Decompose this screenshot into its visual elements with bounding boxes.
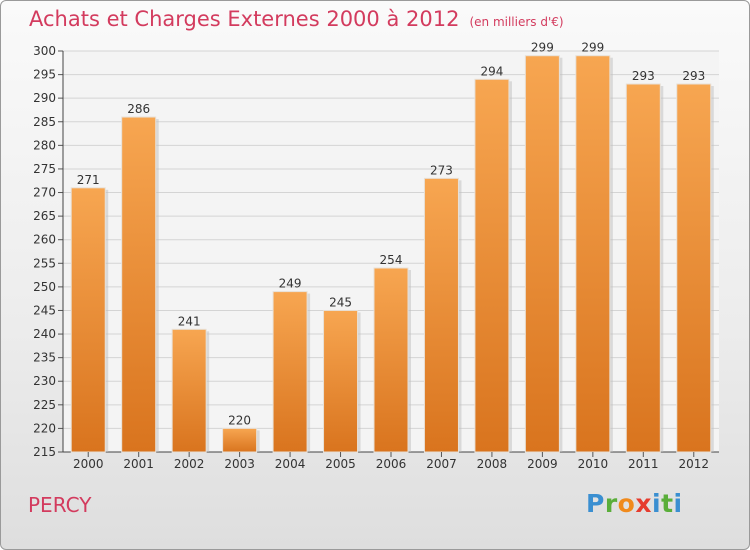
x-tick-label: 2010	[578, 457, 609, 471]
y-tick-label: 235	[33, 351, 56, 365]
x-tick-label: 2005	[325, 457, 356, 471]
logo-letter: x	[635, 489, 652, 518]
bar	[171, 328, 207, 453]
bar-value-label: 271	[77, 173, 100, 187]
bar	[625, 83, 661, 453]
bar-value-label: 299	[581, 41, 604, 55]
x-tick-label: 2009	[527, 457, 558, 471]
x-tick-label: 2008	[477, 457, 508, 471]
proxiti-logo: Proxiti	[586, 489, 683, 518]
y-tick-label: 285	[33, 115, 56, 129]
bar	[373, 267, 409, 453]
y-tick-label: 260	[33, 233, 56, 247]
bar-value-label: 293	[632, 69, 655, 83]
bar-value-label: 241	[178, 314, 201, 328]
bar	[121, 116, 157, 453]
logo-letter: P	[586, 489, 605, 518]
bar	[423, 177, 459, 453]
x-tick-label: 2007	[426, 457, 457, 471]
x-tick-label: 2011	[628, 457, 659, 471]
x-tick-label: 2001	[123, 457, 154, 471]
y-tick-label: 240	[33, 327, 56, 341]
bar	[323, 309, 359, 453]
y-tick-label: 290	[33, 91, 56, 105]
y-tick-label: 255	[33, 256, 56, 270]
chart-unit: (en milliers d'€)	[469, 15, 564, 29]
y-tick-label: 225	[33, 398, 56, 412]
bar	[70, 187, 106, 453]
bar	[272, 291, 308, 453]
x-tick-label: 2002	[174, 457, 205, 471]
logo-letter: i	[673, 489, 683, 518]
bar	[474, 78, 510, 453]
bar-value-label: 293	[682, 69, 705, 83]
x-tick-label: 2006	[376, 457, 407, 471]
bar-value-label: 220	[228, 413, 251, 427]
bar-value-label: 286	[127, 102, 150, 116]
bar-value-label: 254	[380, 253, 403, 267]
logo-letter: t	[661, 489, 674, 518]
y-tick-label: 250	[33, 280, 56, 294]
y-tick-label: 295	[33, 68, 56, 82]
bar-value-label: 249	[279, 277, 302, 291]
y-tick-label: 280	[33, 138, 56, 152]
y-tick-label: 270	[33, 186, 56, 200]
bar-value-label: 273	[430, 163, 453, 177]
bar-value-label: 294	[480, 64, 503, 78]
y-tick-label: 230	[33, 374, 56, 388]
bar	[676, 83, 712, 453]
bar	[575, 55, 611, 453]
chart-title: Achats et Charges Externes 2000 à 2012 (e…	[29, 7, 564, 31]
y-tick-label: 220	[33, 421, 56, 435]
y-tick-label: 300	[33, 44, 56, 58]
bar	[524, 55, 560, 453]
x-tick-label: 2003	[224, 457, 255, 471]
x-tick-label: 2000	[73, 457, 104, 471]
logo-letter: r	[604, 489, 618, 518]
x-tick-label: 2004	[275, 457, 306, 471]
bar-value-label: 299	[531, 41, 554, 55]
y-tick-label: 215	[33, 445, 56, 459]
x-tick-label: 2012	[678, 457, 709, 471]
bar-value-label: 245	[329, 295, 352, 309]
logo-letter: o	[617, 489, 636, 518]
chart-title-text: Achats et Charges Externes 2000 à 2012	[29, 7, 460, 31]
y-tick-label: 275	[33, 162, 56, 176]
y-tick-label: 265	[33, 209, 56, 223]
bar	[222, 427, 258, 453]
city-label: PERCY	[28, 493, 92, 517]
logo-letter: i	[652, 489, 662, 518]
y-tick-label: 245	[33, 303, 56, 317]
